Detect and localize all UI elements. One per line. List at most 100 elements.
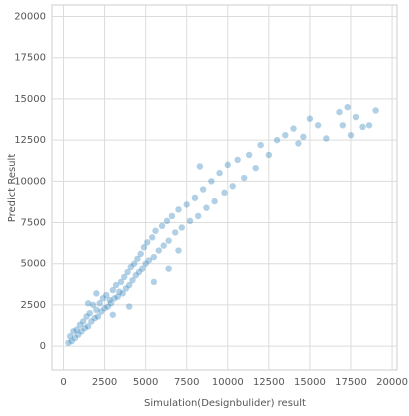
point — [344, 103, 351, 111]
point — [158, 222, 166, 230]
point — [352, 113, 360, 121]
point — [273, 136, 281, 144]
point — [265, 151, 273, 159]
point — [127, 263, 135, 271]
x-axis-label: Simulation(Designbulider) result — [144, 398, 306, 409]
point — [155, 247, 162, 254]
point — [75, 331, 82, 338]
point — [94, 313, 102, 320]
x-tick-label: 2500 — [92, 377, 117, 388]
y-tick-label: 10000 — [14, 176, 46, 187]
point — [150, 253, 158, 261]
point — [216, 169, 223, 177]
point — [152, 227, 159, 234]
point — [83, 313, 90, 320]
x-tick-label: 5000 — [133, 377, 158, 388]
point — [96, 300, 103, 307]
point — [365, 122, 373, 129]
point — [73, 326, 80, 333]
point — [211, 197, 218, 205]
point — [336, 108, 343, 116]
y-tick-label: 5000 — [21, 259, 46, 270]
point — [65, 339, 72, 347]
point — [109, 286, 116, 294]
point — [68, 337, 75, 345]
y-tick-label: 0 — [40, 341, 46, 352]
point — [93, 290, 100, 297]
point — [175, 247, 182, 254]
point — [172, 229, 179, 236]
point — [203, 204, 210, 211]
point — [91, 314, 98, 322]
plot-area — [51, 4, 398, 371]
point — [89, 301, 97, 309]
point — [129, 276, 136, 284]
point — [124, 268, 131, 276]
point — [76, 321, 84, 328]
point — [81, 324, 89, 332]
point — [119, 290, 126, 297]
point — [70, 328, 77, 335]
point — [306, 115, 314, 122]
y-tick-label: 7500 — [21, 218, 46, 229]
point — [140, 244, 148, 251]
point — [178, 224, 185, 231]
point — [142, 260, 149, 267]
point — [114, 293, 121, 300]
point — [186, 217, 194, 225]
point — [144, 239, 151, 246]
point — [224, 161, 231, 169]
point — [101, 305, 108, 312]
point — [126, 303, 133, 310]
point — [199, 186, 207, 193]
point — [104, 303, 112, 310]
point — [66, 333, 74, 340]
x-tick-label: 12500 — [253, 377, 285, 388]
x-tick-label: 20000 — [376, 377, 408, 388]
y-tick-label: 12500 — [14, 135, 46, 146]
point — [78, 328, 85, 335]
point — [241, 174, 248, 182]
point — [111, 295, 118, 302]
point — [245, 151, 253, 159]
y-tick-label: 15000 — [14, 94, 46, 105]
point — [132, 272, 139, 279]
y-axis-label: Predict Result — [7, 154, 18, 223]
point — [88, 318, 95, 325]
point — [221, 189, 228, 197]
point — [116, 288, 123, 295]
point — [234, 156, 241, 164]
point — [347, 131, 355, 139]
point — [183, 201, 190, 208]
point — [80, 318, 87, 325]
point — [150, 278, 158, 286]
y-tick-label: 20000 — [14, 12, 46, 23]
point — [282, 131, 289, 139]
point — [372, 107, 379, 114]
point — [98, 308, 105, 315]
point — [290, 125, 297, 132]
point — [84, 300, 92, 307]
point — [257, 141, 264, 149]
point — [135, 268, 143, 276]
point — [122, 285, 130, 292]
point — [84, 323, 92, 330]
point — [195, 212, 202, 220]
point — [137, 250, 144, 258]
point — [103, 291, 110, 299]
point — [109, 311, 116, 318]
y-tick-label: 2500 — [21, 300, 46, 311]
point — [71, 334, 79, 342]
point — [295, 140, 302, 147]
point — [175, 206, 182, 213]
point — [196, 163, 204, 170]
point — [107, 300, 115, 307]
point — [121, 273, 128, 281]
point — [130, 260, 138, 267]
x-tick-label: 7500 — [174, 377, 199, 388]
point — [229, 183, 236, 190]
point — [106, 296, 113, 304]
point — [134, 255, 141, 262]
point — [149, 234, 156, 241]
